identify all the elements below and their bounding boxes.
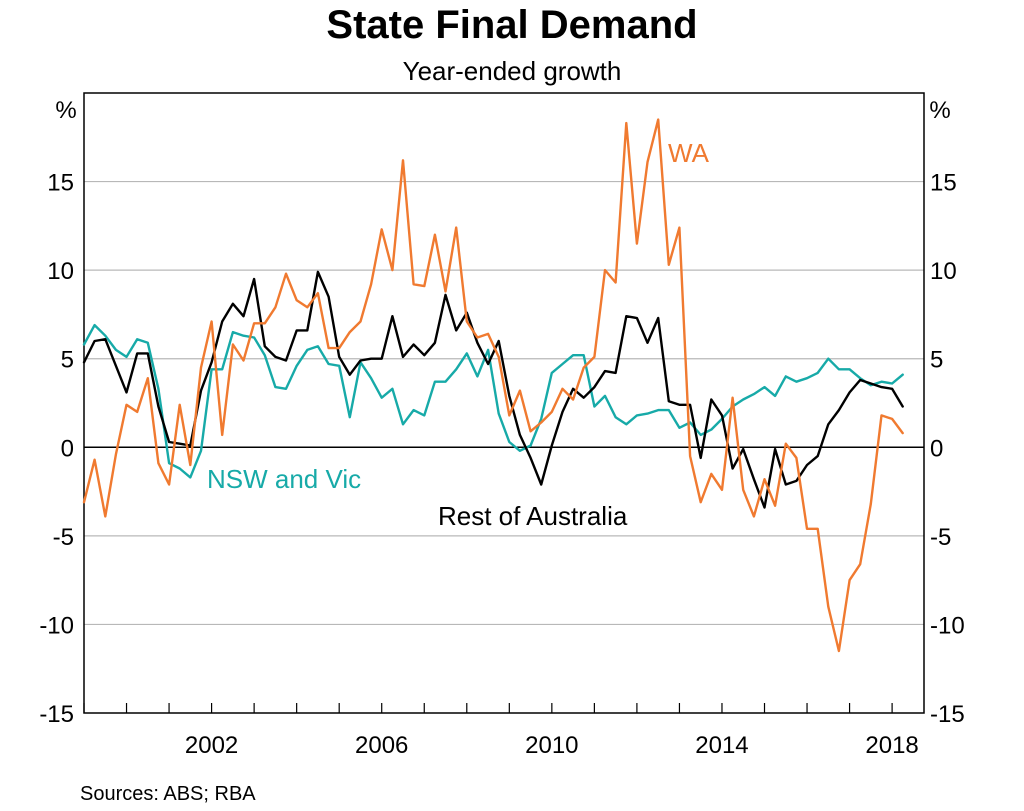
y-tick-label-left: -5 [53,524,74,551]
y-tick-label-left: 10 [47,258,74,285]
y-tick-label-left: 0 [61,435,74,462]
y-unit-left: % [55,97,76,124]
plot-frame [83,92,925,714]
series-line-nsw-and-vic [82,323,904,479]
gridlines [84,180,924,626]
chart-title: State Final Demand [326,3,697,47]
series-label-rest-of-australia: Rest of Australia [438,501,628,531]
series-lines [82,118,904,653]
y-tick-label-right: -5 [930,524,951,551]
chart-subtitle: Year-ended growth [403,56,622,86]
y-tick-label-right: 15 [930,170,957,197]
y-tick-label-right: 10 [930,258,957,285]
plot-border [83,92,925,714]
series-label-nsw-vic: NSW and Vic [207,464,361,494]
y-tick-label-left: 5 [61,347,74,374]
y-tick-label-left: 15 [47,170,74,197]
y-unit-right: % [929,97,950,124]
x-tick-label: 2014 [695,732,748,759]
x-tick-label: 2018 [865,732,918,759]
source-note: Sources: ABS; RBA [80,783,256,805]
y-tick-label-left: -15 [39,701,74,728]
x-tick-label: 2002 [185,732,238,759]
y-tick-label-right: -15 [930,701,965,728]
series-line-wa [82,118,904,653]
y-tick-label-right: 5 [930,347,943,374]
y-tick-label-right: -10 [930,612,965,639]
x-tick-label: 2010 [525,732,578,759]
y-tick-label-left: -10 [39,612,74,639]
series-label-wa: WA [668,138,710,168]
y-tick-label-right: 0 [930,435,943,462]
series-line-rest-of-australia [82,270,904,509]
x-tick-label: 2006 [355,732,408,759]
ticks: 15 15 10 10 5 5 0 0 -5 -5 -10 -10 -15 -15 2002 2006 2010… [39,170,964,759]
